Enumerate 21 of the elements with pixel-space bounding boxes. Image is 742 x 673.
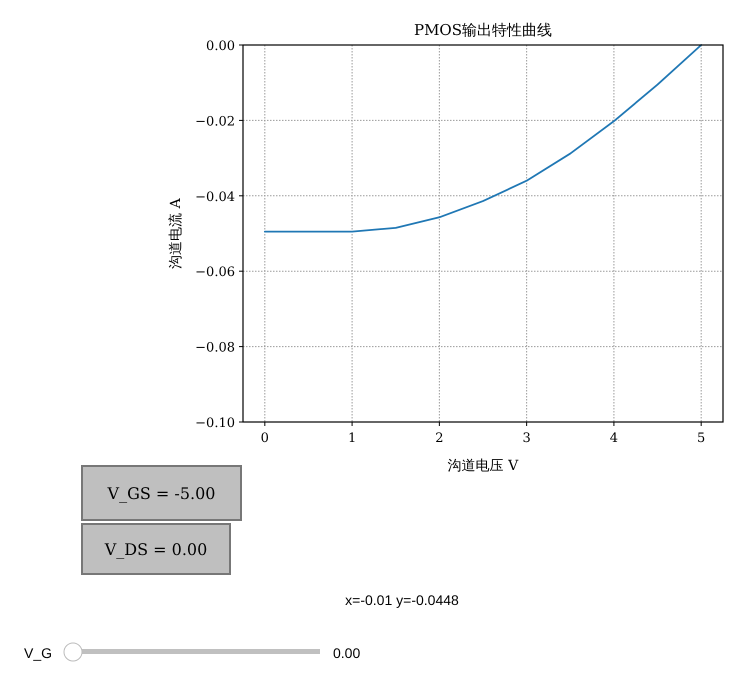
x-axis-title: 沟道电压 V [448,458,520,474]
y-tick-label: 0.00 [206,39,235,54]
x-tick-label: 4 [610,431,618,446]
text: V_G [24,645,52,661]
x-tick-label: 5 [697,431,706,446]
y-tick-label: −0.08 [195,340,235,356]
y-tick-label: −0.02 [195,114,235,130]
text: 0.00 [333,645,360,661]
text: V_GS = -5.00 [106,484,216,503]
y-tick-label: −0.06 [195,265,235,280]
y-axis-title: 沟道电流 A [168,197,184,269]
y-tick-label: −0.10 [195,416,235,431]
x-tick-label: 1 [348,431,356,446]
x-tick-label: 2 [435,431,444,446]
y-tick-label: −0.04 [195,190,235,205]
chart-title: PMOS输出特性曲线 [414,21,552,39]
x-tick-label: 3 [522,431,531,446]
x-tick-label: 0 [260,431,269,446]
text: V_DS = 0.00 [104,540,208,559]
text: x=-0.01 y=-0.0448 [345,592,460,608]
line-series [264,44,702,233]
